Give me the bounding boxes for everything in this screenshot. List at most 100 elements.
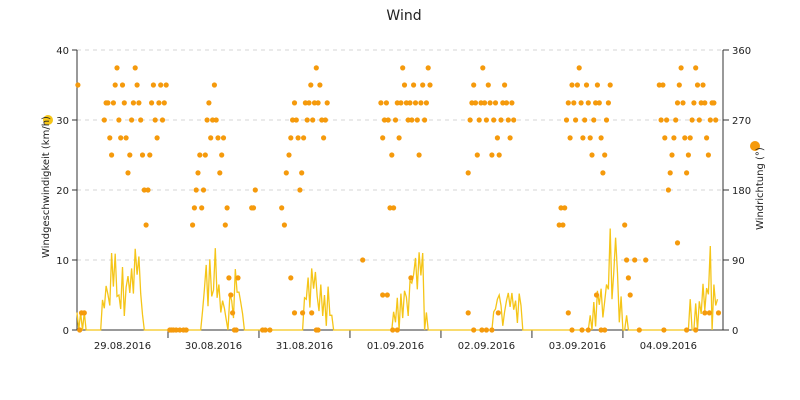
wind-direction-point xyxy=(315,100,321,106)
wind-direction-point xyxy=(411,82,417,88)
y-left-tick-label: 40 xyxy=(56,46,69,57)
wind-direction-point xyxy=(215,135,221,141)
wind-direction-point xyxy=(152,117,158,123)
wind-direction-point xyxy=(125,170,131,176)
wind-direction-point xyxy=(416,152,422,158)
wind-direction-point xyxy=(114,65,120,71)
wind-direction-point xyxy=(423,100,429,106)
wind-direction-point xyxy=(489,152,495,158)
wind-direction-point xyxy=(101,117,107,123)
wind-direction-point xyxy=(156,100,162,106)
wind-direction-point xyxy=(390,327,396,333)
wind-direction-point xyxy=(420,82,426,88)
wind-direction-point xyxy=(105,100,111,106)
wind-direction-point xyxy=(118,135,124,141)
y-right-tick-label: 360 xyxy=(732,46,751,57)
wind-direction-point xyxy=(480,65,486,71)
wind-speed-series xyxy=(76,228,719,331)
wind-direction-point xyxy=(579,327,585,333)
wind-direction-point xyxy=(159,117,166,123)
wind-direction-point xyxy=(589,152,595,158)
wind-direction-point xyxy=(691,100,697,106)
wind-direction-point xyxy=(313,65,319,71)
wind-direction-point xyxy=(702,310,708,316)
wind-direction-point xyxy=(594,82,601,88)
wind-direction-point xyxy=(509,100,515,106)
wind-direction-point xyxy=(211,82,217,88)
wind-direction-point xyxy=(300,310,306,316)
wind-direction-point xyxy=(222,222,228,228)
wind-direction-point xyxy=(391,205,397,211)
wind-direction-point xyxy=(116,117,122,123)
wind-direction-point xyxy=(569,82,575,88)
wind-direction-point xyxy=(425,65,431,71)
wind-direction-point xyxy=(656,82,662,88)
wind-direction-point xyxy=(585,327,591,333)
wind-direction-point xyxy=(217,170,223,176)
wind-direction-point xyxy=(220,135,227,141)
wind-direction-point xyxy=(202,152,208,158)
wind-direction-point xyxy=(715,310,722,316)
wind-direction-point xyxy=(479,327,485,333)
wind-direction-point xyxy=(472,100,479,106)
wind-direction-point xyxy=(145,187,151,193)
wind-direction-point xyxy=(689,117,695,123)
wind-direction-point xyxy=(600,170,606,176)
wind-direction-point xyxy=(674,240,681,246)
wind-direction-point xyxy=(302,100,308,106)
wind-direction-point xyxy=(662,135,668,141)
wind-direction-point xyxy=(195,170,201,176)
wind-direction-point xyxy=(696,117,702,123)
wind-direction-point xyxy=(138,117,144,123)
x-tick-label: 04.09.2016 xyxy=(640,341,697,352)
wind-direction-point xyxy=(658,117,664,123)
wind-direction-point xyxy=(661,327,667,333)
wind-direction-point xyxy=(680,100,686,106)
wind-direction-point xyxy=(190,222,196,228)
wind-direction-point xyxy=(381,117,388,123)
wind-direction-point xyxy=(698,100,704,106)
wind-direction-point xyxy=(206,100,212,106)
wind-direction-point xyxy=(407,100,413,106)
wind-direction-point xyxy=(682,135,688,141)
wind-direction-point xyxy=(315,327,321,333)
wind-direction-point xyxy=(603,117,610,123)
wind-direction-point xyxy=(422,117,428,123)
wind-direction-point xyxy=(660,82,666,88)
wind-direction-point xyxy=(596,100,602,106)
wind-direction-point xyxy=(706,310,713,316)
wind-direction-point xyxy=(299,170,305,176)
wind-direction-point xyxy=(700,82,706,88)
wind-direction-point xyxy=(565,310,571,316)
wind-direction-point xyxy=(309,310,315,316)
wind-direction-point xyxy=(587,135,593,141)
wind-direction-point xyxy=(502,82,508,88)
wind-direction-point xyxy=(511,117,517,123)
wind-direction-point xyxy=(704,135,710,141)
wind-direction-point xyxy=(693,65,699,71)
wind-direction-point xyxy=(233,327,239,333)
wind-direction-point xyxy=(177,327,183,333)
wind-direction-point xyxy=(107,135,113,141)
wind-direction-point xyxy=(319,117,325,123)
y-right-tick-label: 90 xyxy=(732,256,745,267)
wind-direction-point xyxy=(624,257,630,263)
wind-direction-point xyxy=(127,152,133,158)
wind-direction-point xyxy=(405,117,411,123)
wind-direction-point xyxy=(400,65,406,71)
wind-direction-point xyxy=(324,100,330,106)
wind-direction-point xyxy=(317,82,323,88)
x-tick-label: 03.09.2016 xyxy=(549,341,606,352)
wind-direction-point xyxy=(158,82,164,88)
wind-direction-point xyxy=(392,117,399,123)
wind-direction-point xyxy=(496,152,502,158)
wind-direction-point xyxy=(707,117,713,123)
wind-direction-point xyxy=(409,117,415,123)
wind-direction-point xyxy=(582,117,588,123)
wind-direction-point xyxy=(385,117,391,123)
y-right-tick-label: 0 xyxy=(732,326,738,337)
wind-direction-series xyxy=(75,65,722,333)
wind-direction-point xyxy=(643,257,649,263)
wind-direction-point xyxy=(605,100,612,106)
wind-direction-point xyxy=(414,117,420,123)
